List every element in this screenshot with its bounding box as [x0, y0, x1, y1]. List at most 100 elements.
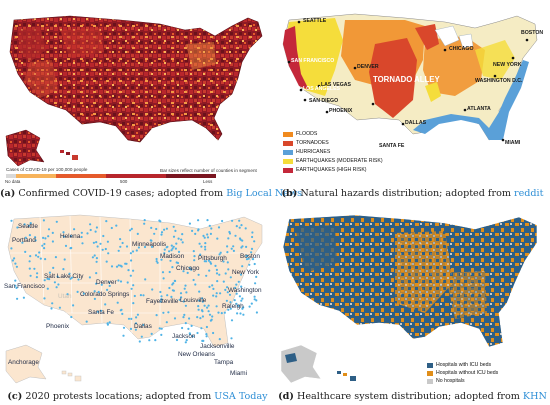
protest-point — [205, 335, 208, 338]
protest-point — [168, 270, 171, 274]
protest-point — [155, 257, 158, 261]
legend-no-icu-label: Hospitals without ICU beds — [436, 370, 499, 376]
protest-point — [132, 284, 135, 287]
protest-point — [132, 302, 135, 305]
protest-point — [95, 260, 98, 263]
protest-point — [142, 294, 145, 297]
caption-a-text: Confirmed COVID-19 cases; adopted from — [18, 188, 224, 199]
protest-point — [198, 290, 201, 293]
panel-natural-hazards: TORNADO ALLEY SEATTLE CHICAGO NEW YORK B… — [275, 0, 550, 200]
protest-point — [215, 292, 218, 295]
protest-point — [62, 235, 65, 238]
protest-point — [254, 282, 257, 285]
protest-point — [95, 241, 98, 244]
protest-point — [137, 246, 140, 249]
protest-point — [159, 300, 162, 303]
protest-point — [241, 297, 244, 300]
covid-legend-tick-5: 500 — [120, 179, 128, 184]
caption-a-source-link[interactable]: Big Local News — [226, 188, 303, 199]
protest-point — [166, 294, 169, 297]
protest-point — [179, 292, 183, 295]
hazard-city-denver: DENVER — [357, 64, 379, 70]
protest-point — [205, 274, 208, 277]
protest-point — [106, 288, 109, 291]
legend-eq-high: EARTHQUAKES (HIGH RISK) — [283, 167, 367, 173]
protest-point — [172, 235, 176, 238]
protest-point — [100, 283, 103, 286]
legend-eq-moderate: EARTHQUAKES (MODERATE RISK) — [283, 158, 383, 164]
protest-point — [182, 300, 185, 303]
legend-floods-label: FLOODS — [296, 131, 318, 137]
protest-point — [150, 226, 153, 229]
protest-point — [230, 337, 233, 340]
protest-point — [150, 245, 154, 248]
protest-city-raleigh: Raleigh — [222, 303, 244, 310]
protest-point — [197, 308, 200, 311]
protest-point — [205, 333, 208, 336]
protest-point — [88, 276, 91, 279]
hazard-city-dallas: DALLAS — [405, 120, 427, 126]
caption-c-letter: (c) — [7, 391, 23, 402]
protest-point — [129, 252, 132, 255]
protest-point — [11, 259, 14, 262]
protest-city-dallas: Dallas — [134, 323, 152, 330]
hazard-city-atlanta: ATLANTA — [467, 106, 491, 112]
protest-point — [85, 320, 88, 323]
protest-point — [105, 220, 108, 223]
protest-point — [198, 242, 201, 245]
protest-point — [208, 269, 211, 272]
protest-point — [135, 249, 138, 252]
covid-choropleth-map — [5, 15, 263, 178]
protest-point — [50, 307, 53, 310]
protest-point — [211, 315, 214, 318]
protest-point — [143, 219, 146, 222]
protest-point — [43, 242, 46, 246]
protest-point — [136, 313, 139, 316]
protest-point — [209, 319, 212, 322]
protest-point — [229, 276, 232, 279]
protest-point — [232, 249, 235, 252]
covid-alaska — [5, 129, 45, 167]
protest-point — [207, 310, 210, 313]
protest-point — [110, 265, 114, 268]
protest-city-helena: Helena — [60, 233, 81, 240]
protest-point — [253, 240, 256, 243]
protest-point — [234, 286, 237, 289]
protest-point — [38, 251, 41, 254]
protest-point — [238, 295, 241, 298]
protest-point — [218, 253, 221, 256]
protest-point — [159, 290, 162, 294]
protest-point — [132, 269, 135, 272]
protest-city-new-york: New York — [232, 269, 259, 276]
protest-point — [63, 258, 66, 261]
protest-point — [140, 335, 143, 338]
legend-hurricanes: HURRICANES — [283, 149, 330, 155]
hazard-city-san-francisco: SAN FRANCISCO — [291, 58, 335, 64]
protest-point — [203, 260, 206, 263]
panel-protests: Seattle Portland Helena Minneapolis Madi… — [0, 203, 275, 405]
protest-point — [188, 317, 191, 320]
legend-eq-high-swatch — [283, 167, 293, 173]
protest-point — [237, 304, 240, 307]
protest-point — [229, 307, 232, 310]
protest-points — [10, 219, 258, 344]
caption-c-source-link[interactable]: USA Today — [214, 391, 268, 402]
protest-point — [202, 234, 205, 237]
covid-legend-title: Cases of COVID-19 per 100,000 people — [6, 167, 88, 172]
protest-city-denver: Denver — [96, 279, 117, 286]
protest-point — [81, 242, 84, 245]
protest-point — [121, 241, 124, 245]
protest-point — [196, 331, 199, 335]
protest-point — [200, 245, 203, 248]
protest-point — [143, 245, 147, 249]
protest-point — [198, 299, 201, 302]
protest-point — [226, 286, 229, 289]
protest-point — [121, 312, 124, 315]
protest-point — [44, 258, 47, 261]
hazard-city-washington: WASHINGTON D.C. — [475, 78, 523, 84]
protest-city-pittsburgh: Pittsburgh — [198, 255, 227, 262]
hazard-city-new-york: NEW YORK — [493, 62, 522, 68]
protest-point — [28, 260, 31, 263]
caption-d-source-link[interactable]: KHN — [522, 391, 547, 402]
caption-b-source-link[interactable]: reddit — [514, 188, 544, 199]
